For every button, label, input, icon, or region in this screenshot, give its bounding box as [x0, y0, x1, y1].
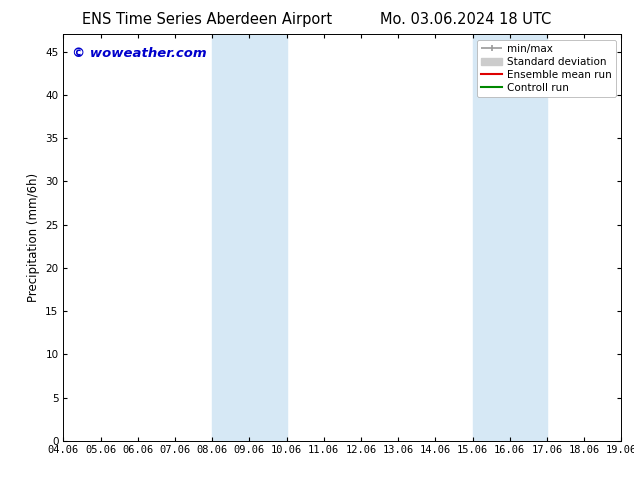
Bar: [472, 34, 547, 441]
Bar: [212, 34, 287, 441]
Text: Mo. 03.06.2024 18 UTC: Mo. 03.06.2024 18 UTC: [380, 12, 552, 27]
Text: ENS Time Series Aberdeen Airport: ENS Time Series Aberdeen Airport: [82, 12, 333, 27]
Text: © woweather.com: © woweather.com: [72, 47, 207, 59]
Y-axis label: Precipitation (mm/6h): Precipitation (mm/6h): [27, 173, 40, 302]
Legend: min/max, Standard deviation, Ensemble mean run, Controll run: min/max, Standard deviation, Ensemble me…: [477, 40, 616, 97]
